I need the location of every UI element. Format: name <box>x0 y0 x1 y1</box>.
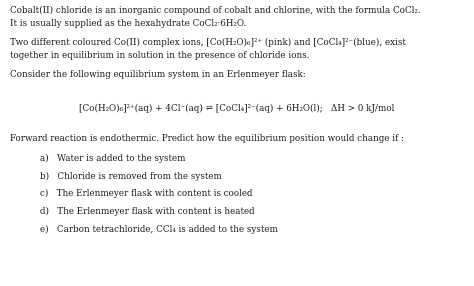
Text: b)   Chloride is removed from the system: b) Chloride is removed from the system <box>40 172 222 181</box>
Text: It is usually supplied as the hexahydrate CoCl₂·6H₂O.: It is usually supplied as the hexahydrat… <box>10 19 246 28</box>
Text: e)   Carbon tetrachloride, CCl₄ is added to the system: e) Carbon tetrachloride, CCl₄ is added t… <box>40 225 278 234</box>
Text: Forward reaction is endothermic. Predict how the equilibrium position would chan: Forward reaction is endothermic. Predict… <box>10 134 404 143</box>
Text: together in equilibrium in solution in the presence of chloride ions.: together in equilibrium in solution in t… <box>10 51 310 59</box>
Text: c)   The Erlenmeyer flask with content is cooled: c) The Erlenmeyer flask with content is … <box>40 189 253 198</box>
Text: a)   Water is added to the system: a) Water is added to the system <box>40 154 186 163</box>
Text: Two different coloured Co(II) complex ions, [Co(H₂O)₆]²⁺ (pink) and [CoCl₄]²⁻(bl: Two different coloured Co(II) complex io… <box>10 38 406 47</box>
Text: d)   The Erlenmeyer flask with content is heated: d) The Erlenmeyer flask with content is … <box>40 207 255 216</box>
Text: [Co(H₂O)₆]²⁺(aq) + 4Cl⁻(aq) ⇌ [CoCl₄]²⁻(aq) + 6H₂O(l);   ΔH > 0 kJ/mol: [Co(H₂O)₆]²⁺(aq) + 4Cl⁻(aq) ⇌ [CoCl₄]²⁻(… <box>79 104 395 113</box>
Text: Consider the following equilibrium system in an Erlenmeyer flask:: Consider the following equilibrium syste… <box>10 70 306 79</box>
Text: Cobalt(II) chloride is an inorganic compound of cobalt and chlorine, with the fo: Cobalt(II) chloride is an inorganic comp… <box>10 6 421 15</box>
